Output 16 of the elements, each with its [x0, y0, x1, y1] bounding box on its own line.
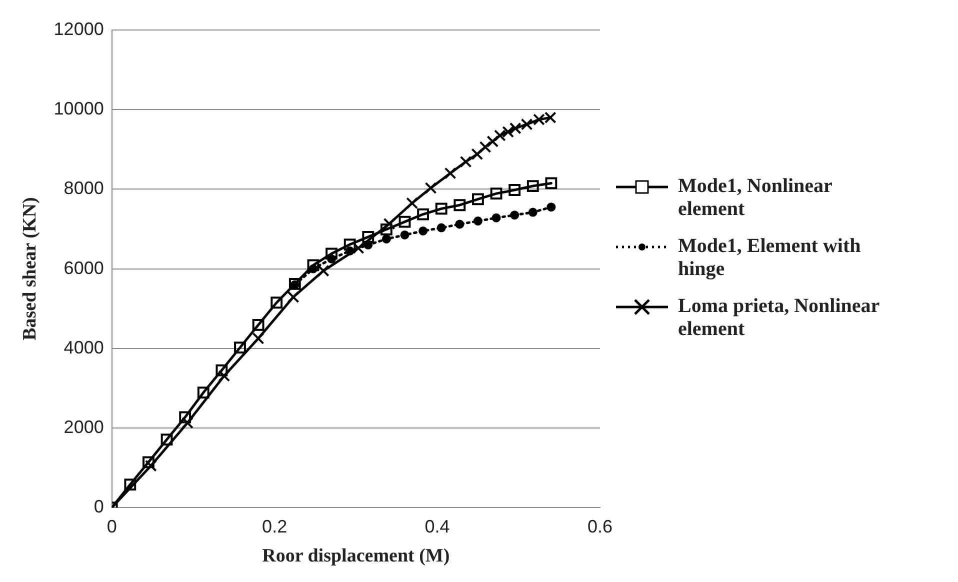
legend-label: Mode1, Element with hinge [678, 235, 862, 281]
x-axis-title: Roor displacement (M) [262, 546, 450, 567]
y-tick-label: 8000 [64, 178, 104, 198]
x-tick-label: 0.2 [262, 516, 288, 536]
x-tick-label: 0.4 [424, 516, 450, 536]
legend-label: Mode1, Nonlinear element [678, 175, 834, 221]
y-tick-label: 10000 [54, 98, 104, 119]
y-tick-label: 6000 [64, 258, 104, 278]
y-tick-label: 4000 [64, 337, 104, 358]
x-tick-label: 0.6 [587, 516, 613, 536]
y-axis-title: Based shear (KN) [19, 197, 40, 340]
legend-label: Loma prieta, Nonlinear element [678, 295, 880, 341]
y-tick-label: 12000 [54, 18, 104, 39]
y-tick-label: 0 [94, 496, 104, 517]
y-tick-label: 2000 [64, 416, 104, 437]
x-tick-label: 0 [106, 516, 117, 536]
